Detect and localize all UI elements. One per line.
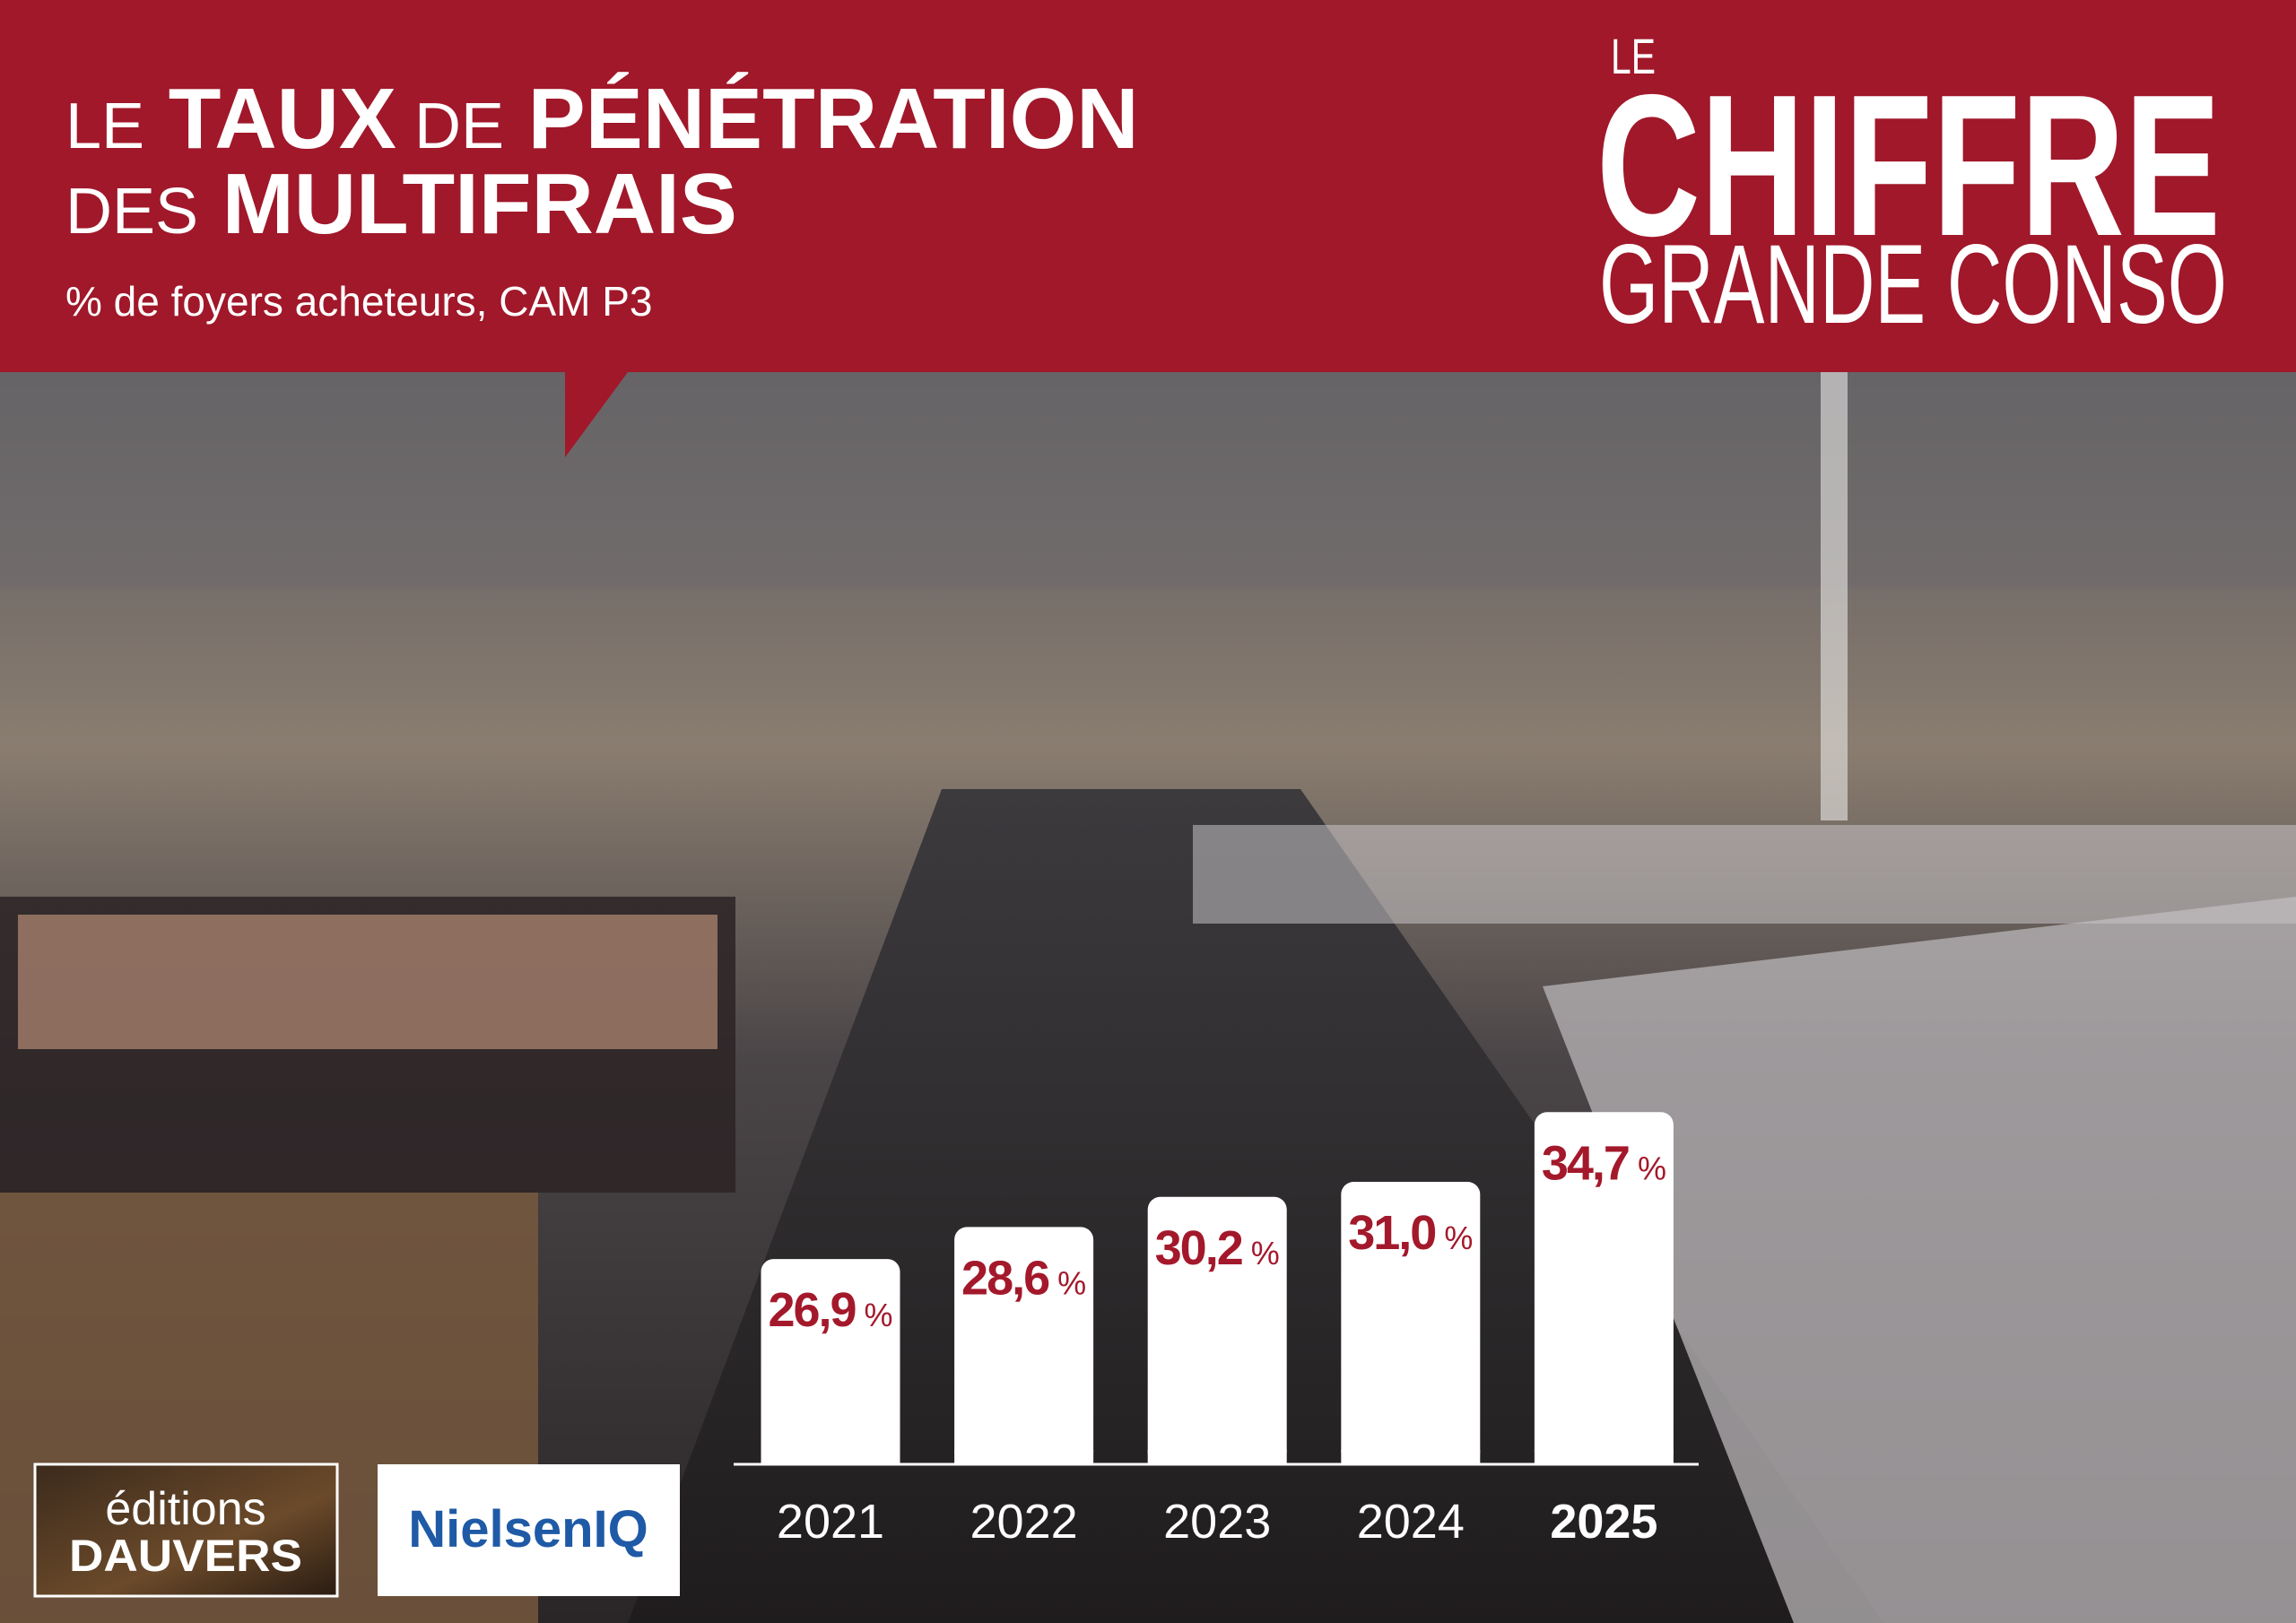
bar [1534, 1112, 1674, 1464]
publisher-logo-text: éditions [105, 1483, 265, 1535]
header-pointer [565, 372, 628, 457]
chart-subtitle: % de foyers acheteurs, CAM P3 [65, 278, 653, 325]
value-label: 28,6 % [961, 1251, 1086, 1305]
source-logo-text: NielsenIQ [408, 1500, 648, 1558]
publisher-logo-text: DAUVERS [69, 1531, 302, 1581]
source-logo [378, 1464, 680, 1596]
bar-base [1534, 1450, 1674, 1464]
value-label: 30,2 % [1155, 1221, 1280, 1275]
bar-base [761, 1450, 900, 1464]
bar [1147, 1196, 1287, 1464]
chart-title: DES MULTIFRAIS [65, 156, 737, 252]
bar-base [1341, 1450, 1481, 1464]
bar-base [954, 1450, 1094, 1464]
bar-base [1147, 1450, 1287, 1464]
bar [761, 1259, 900, 1464]
bar [1341, 1182, 1481, 1464]
brand-small: LE [1611, 28, 1656, 84]
chart-title: LE TAUX DE PÉNÉTRATION [65, 71, 1139, 167]
value-label: 31,0 % [1348, 1206, 1473, 1260]
header-band [0, 0, 2296, 372]
bar [954, 1227, 1094, 1464]
value-label: 34,7 % [1542, 1136, 1666, 1190]
x-tick-label: 2022 [970, 1495, 1078, 1549]
value-label: 26,9 % [768, 1283, 892, 1337]
x-tick-label: 2024 [1357, 1495, 1465, 1549]
x-tick-label: 2021 [777, 1495, 884, 1549]
x-tick-label: 2023 [1163, 1495, 1271, 1549]
publisher-logo [33, 1462, 339, 1598]
x-tick-label: 2025 [1550, 1495, 1657, 1549]
brand-main: CHIFFRE [1596, 52, 2221, 278]
brand-sub: GRANDE CONSO [1599, 222, 2227, 347]
